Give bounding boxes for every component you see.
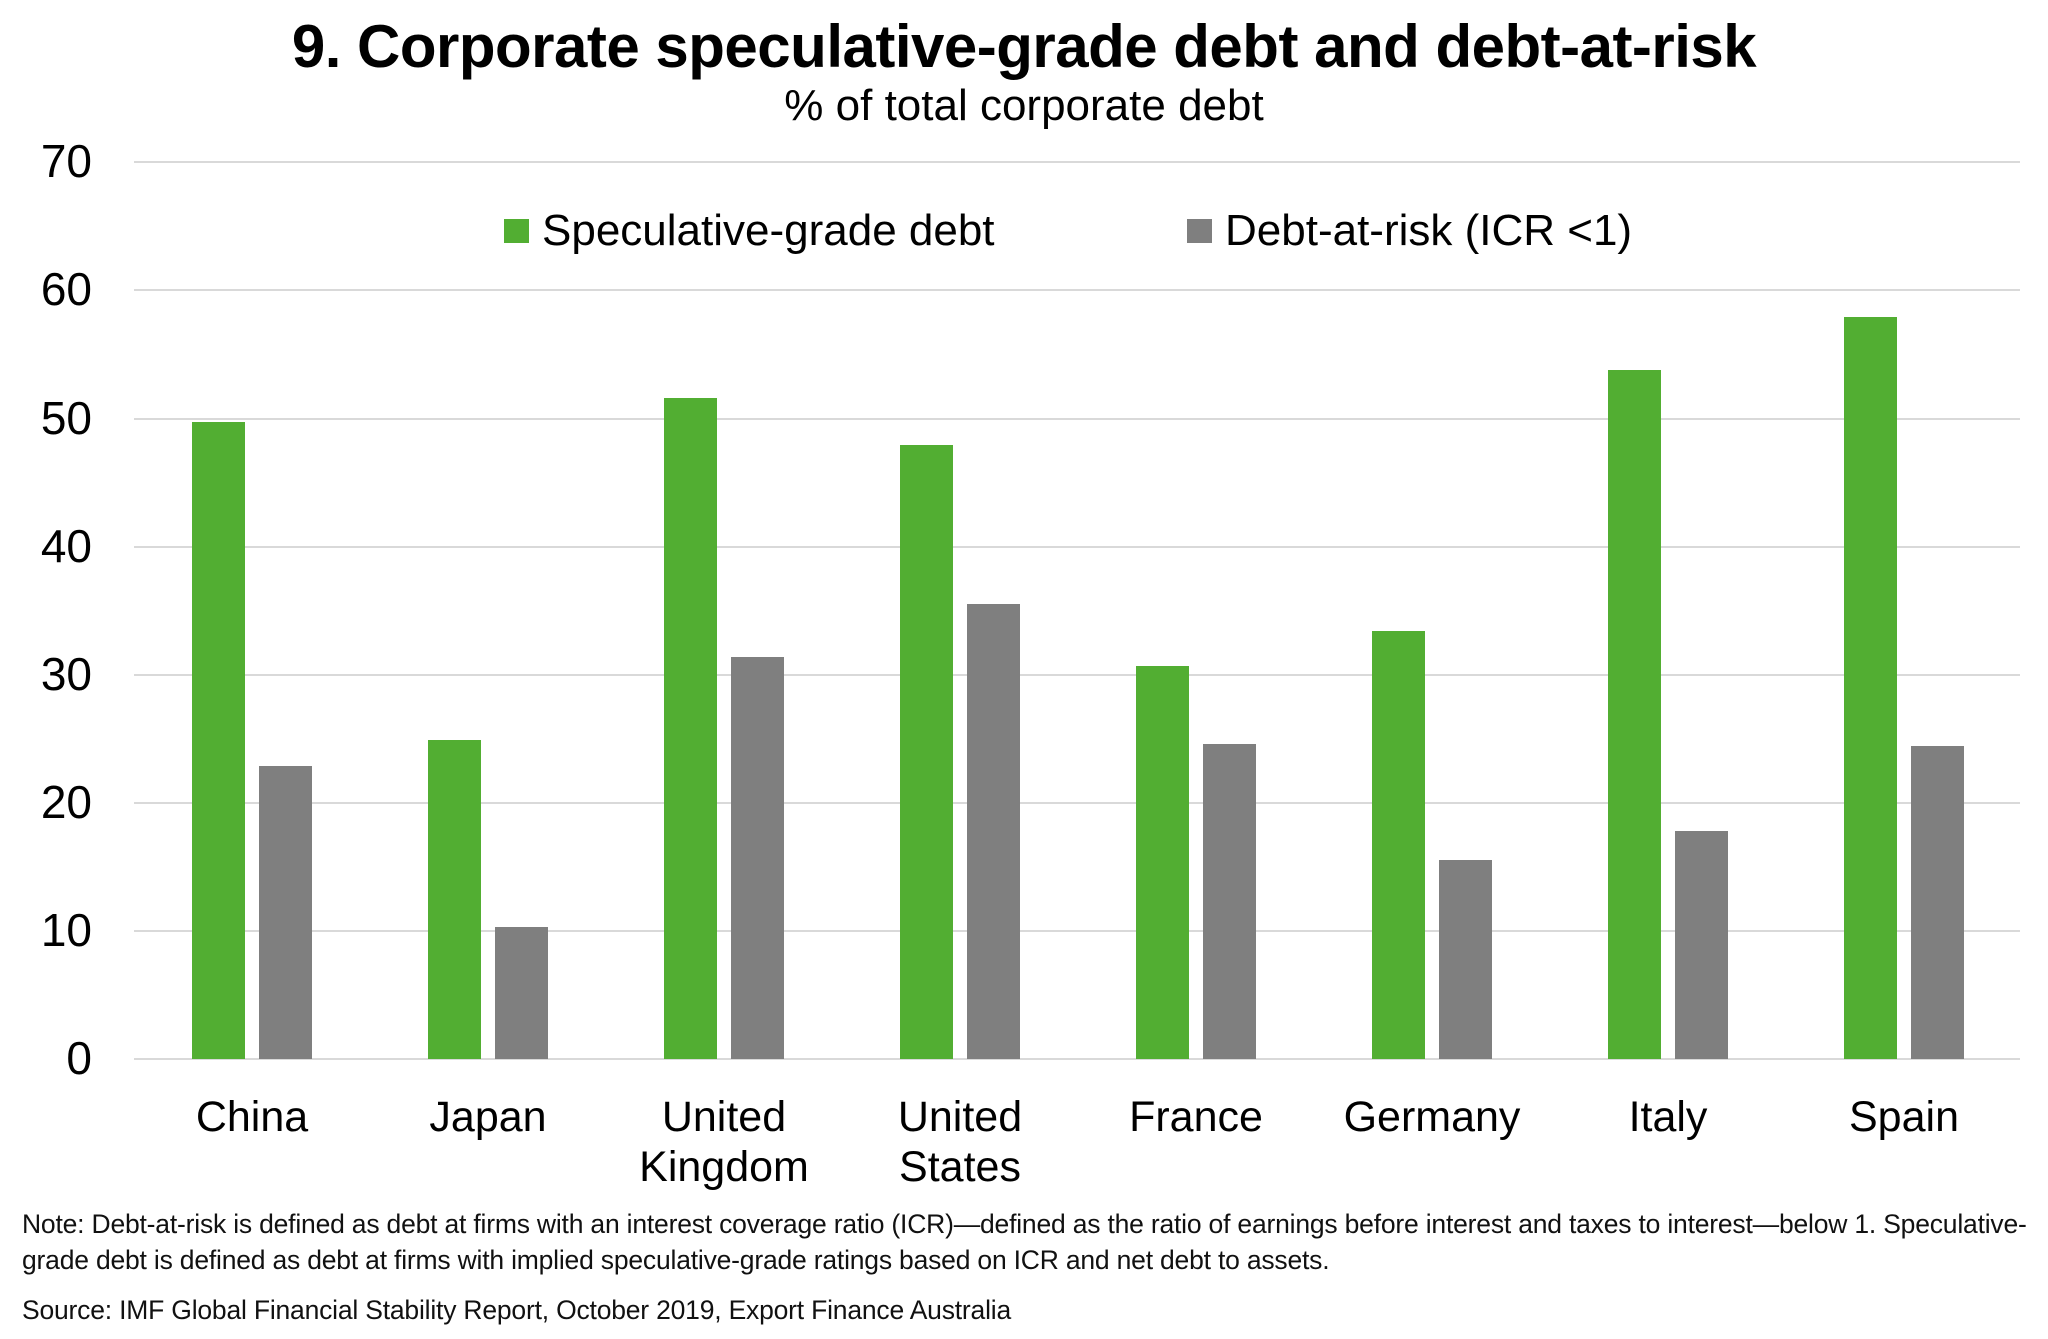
x-axis-label: Italy: [1550, 1092, 1786, 1142]
bar-japan-debt-at-risk: [495, 927, 548, 1059]
gridline: [134, 161, 2020, 164]
gridline: [134, 801, 2020, 804]
chart-source: Source: IMF Global Financial Stability R…: [22, 1295, 1012, 1325]
bar-spain-debt-at-risk: [1911, 746, 1964, 1059]
bar-germany-speculative-grade: [1372, 631, 1425, 1059]
bar-spain-speculative-grade: [1844, 317, 1897, 1059]
legend-label: Debt-at-risk (ICR <1): [1225, 206, 1633, 255]
gridline: [134, 929, 2020, 932]
x-axis-label: United Kingdom: [606, 1092, 842, 1192]
x-axis-label: Spain: [1786, 1092, 2022, 1142]
bar-china-debt-at-risk: [259, 765, 312, 1059]
y-tick-label: 0: [66, 1032, 92, 1084]
legend-item-speculative-grade: Speculative-grade debt: [504, 206, 995, 256]
x-axis-label: France: [1078, 1092, 1314, 1142]
x-axis-label-line: France: [1129, 1093, 1263, 1141]
y-tick-label: 50: [40, 391, 92, 444]
y-tick-label: 30: [40, 647, 92, 700]
x-axis-label-line: Spain: [1849, 1093, 1959, 1141]
gridline: [134, 1058, 2020, 1060]
bar-united-states-debt-at-risk: [967, 604, 1020, 1059]
x-axis-label-line: Germany: [1343, 1093, 1521, 1141]
gridline: [134, 417, 2020, 420]
y-tick-label: 60: [40, 263, 92, 316]
bar-japan-speculative-grade: [428, 740, 481, 1059]
bar-united-states-speculative-grade: [900, 445, 953, 1059]
bar-china-speculative-grade: [192, 422, 245, 1059]
bar-france-debt-at-risk: [1203, 743, 1256, 1059]
x-axis-label: United States: [842, 1092, 1078, 1192]
y-tick-label: 20: [40, 775, 92, 828]
x-axis-label: China: [134, 1092, 370, 1142]
x-axis-label: Japan: [370, 1092, 606, 1142]
x-axis-label-line: United: [897, 1093, 1023, 1141]
x-axis-label-line: States: [899, 1143, 1021, 1191]
gridline: [134, 673, 2020, 676]
bar-united-kingdom-speculative-grade: [664, 398, 717, 1059]
x-axis-label-line: Kingdom: [639, 1143, 809, 1191]
gridline: [134, 545, 2020, 548]
legend-label: Speculative-grade debt: [542, 206, 995, 255]
chart-title: 9. Corporate speculative-grade debt and …: [291, 13, 1757, 80]
x-axis-label: Germany: [1314, 1092, 1550, 1142]
bar-italy-debt-at-risk: [1675, 830, 1728, 1059]
y-tick-label: 40: [40, 519, 92, 572]
x-axis-label-line: Japan: [429, 1093, 547, 1141]
y-tick-label: 10: [40, 903, 92, 956]
chart-note: Note: Debt-at-risk is defined as debt at…: [22, 1209, 2027, 1275]
legend-item-debt-at-risk: Debt-at-risk (ICR <1): [1187, 206, 1632, 256]
bar-germany-debt-at-risk: [1439, 860, 1492, 1059]
x-axis-label-line: China: [195, 1093, 309, 1141]
bar-italy-speculative-grade: [1608, 369, 1661, 1059]
legend-swatch-gray-icon: [1187, 219, 1212, 243]
y-tick-label: 70: [40, 135, 92, 188]
x-axis-label-line: Italy: [1628, 1093, 1708, 1141]
legend-swatch-green-icon: [504, 219, 529, 243]
bar-united-kingdom-debt-at-risk: [731, 656, 784, 1059]
gridline: [134, 289, 2020, 292]
x-axis-label-line: United: [661, 1093, 787, 1141]
bar-france-speculative-grade: [1136, 665, 1189, 1059]
chart-subtitle: % of total corporate debt: [784, 81, 1264, 130]
